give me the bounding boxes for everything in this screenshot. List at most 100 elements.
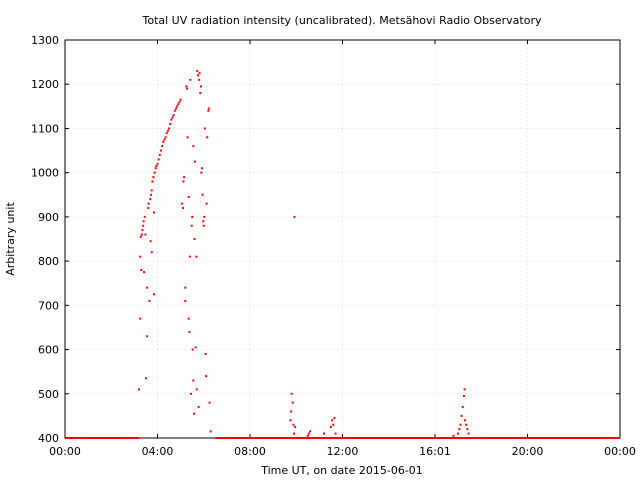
data-point bbox=[166, 129, 169, 132]
data-point bbox=[144, 233, 147, 236]
data-point bbox=[187, 317, 190, 320]
data-point bbox=[149, 240, 152, 243]
data-point bbox=[190, 392, 193, 395]
data-point bbox=[199, 85, 202, 88]
data-point bbox=[172, 114, 175, 117]
data-point bbox=[457, 432, 460, 435]
data-point bbox=[202, 220, 205, 223]
data-point bbox=[186, 87, 189, 90]
y-tick-label: 900 bbox=[38, 211, 59, 224]
y-tick-label: 800 bbox=[38, 255, 59, 268]
x-tick-label: 20:00 bbox=[512, 445, 544, 458]
data-point bbox=[460, 414, 463, 417]
data-point bbox=[208, 401, 211, 404]
data-point bbox=[294, 425, 297, 428]
data-point bbox=[209, 430, 212, 433]
data-point bbox=[164, 136, 167, 139]
data-point bbox=[178, 100, 181, 103]
data-point bbox=[188, 255, 191, 258]
data-point bbox=[334, 432, 337, 435]
data-point bbox=[191, 348, 194, 351]
data-point bbox=[139, 255, 142, 258]
data-point bbox=[153, 171, 156, 174]
data-point bbox=[179, 98, 182, 101]
data-point bbox=[289, 419, 292, 422]
data-point bbox=[139, 317, 142, 320]
data-point bbox=[146, 286, 149, 289]
data-point bbox=[185, 85, 188, 88]
data-point bbox=[153, 211, 156, 214]
data-point bbox=[200, 167, 203, 170]
data-point bbox=[147, 207, 150, 210]
data-point bbox=[176, 105, 179, 108]
data-point bbox=[143, 271, 146, 274]
data-point bbox=[184, 299, 187, 302]
data-point bbox=[139, 235, 142, 238]
data-point bbox=[150, 193, 153, 196]
data-point bbox=[150, 189, 153, 192]
data-point bbox=[196, 69, 199, 72]
data-point bbox=[292, 432, 295, 435]
data-point bbox=[193, 238, 196, 240]
data-points bbox=[65, 69, 620, 439]
data-point bbox=[204, 352, 207, 355]
data-point bbox=[171, 116, 174, 119]
data-point bbox=[186, 136, 189, 139]
data-point bbox=[202, 224, 205, 227]
data-point bbox=[181, 207, 184, 210]
data-point bbox=[148, 299, 151, 302]
x-axis-label: Time UT, on date 2015-06-01 bbox=[260, 464, 423, 477]
x-tick-label: 00:00 bbox=[604, 445, 636, 458]
data-point bbox=[462, 394, 465, 397]
data-point bbox=[140, 268, 143, 271]
data-point bbox=[331, 419, 334, 422]
data-point bbox=[207, 107, 210, 110]
plot-frame bbox=[64, 39, 621, 439]
data-point bbox=[168, 127, 171, 130]
data-point bbox=[306, 434, 309, 437]
data-point bbox=[206, 136, 209, 139]
data-point bbox=[150, 251, 153, 254]
data-point bbox=[205, 375, 208, 378]
x-tick-label: 00:00 bbox=[49, 445, 81, 458]
axis-ticks: 00:00 04:00 08:00 12:00 16:01 20:00 00:0040050… bbox=[31, 34, 636, 458]
data-point bbox=[138, 388, 140, 391]
data-point bbox=[144, 377, 147, 380]
data-point bbox=[197, 406, 200, 409]
data-point bbox=[183, 176, 186, 179]
data-point bbox=[189, 78, 192, 81]
data-point bbox=[290, 392, 293, 395]
data-point bbox=[203, 215, 206, 218]
y-tick-label: 700 bbox=[38, 299, 59, 312]
data-point bbox=[142, 224, 145, 227]
data-point bbox=[180, 202, 183, 205]
data-point bbox=[154, 167, 157, 170]
data-point bbox=[158, 153, 161, 156]
data-point bbox=[463, 388, 466, 391]
chart-title: Total UV radiation intensity (uncalibrat… bbox=[142, 14, 542, 27]
data-point bbox=[157, 158, 160, 161]
data-point bbox=[458, 428, 461, 431]
data-point bbox=[467, 432, 470, 435]
data-point bbox=[293, 215, 296, 218]
data-point bbox=[169, 123, 172, 126]
data-point bbox=[203, 127, 206, 130]
data-point bbox=[194, 346, 197, 349]
data-point bbox=[192, 145, 195, 148]
data-point bbox=[190, 224, 193, 227]
data-point bbox=[290, 410, 293, 413]
data-point bbox=[199, 92, 202, 95]
data-point bbox=[198, 72, 201, 75]
data-point bbox=[151, 180, 154, 183]
data-point bbox=[161, 145, 164, 148]
x-tick-label: 04:00 bbox=[142, 445, 174, 458]
y-tick-label: 1100 bbox=[31, 122, 59, 135]
data-point bbox=[307, 432, 310, 435]
data-point bbox=[142, 220, 145, 223]
data-point bbox=[309, 430, 312, 433]
data-point bbox=[140, 233, 143, 236]
data-point bbox=[184, 286, 187, 289]
data-point bbox=[173, 109, 176, 112]
data-point bbox=[205, 202, 208, 205]
